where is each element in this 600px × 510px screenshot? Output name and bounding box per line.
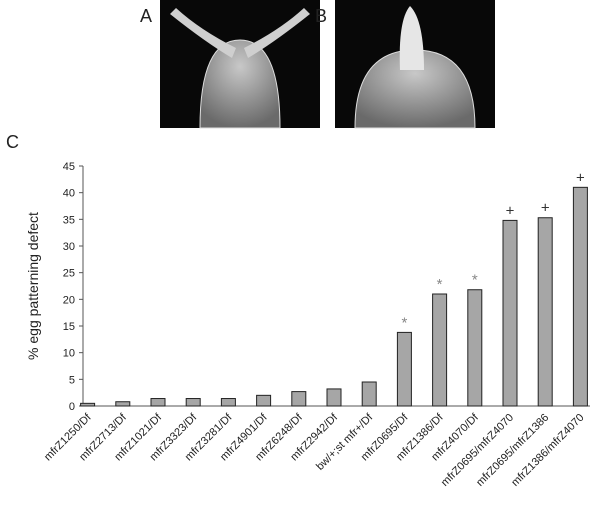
- bar: [185, 398, 201, 407]
- y-tick-label: 25: [63, 268, 75, 280]
- panel-label: B: [315, 6, 327, 26]
- y-tick-label: 0: [69, 401, 75, 413]
- bar: [256, 394, 272, 407]
- bar: [326, 388, 342, 407]
- bar: [361, 381, 377, 407]
- bar: [396, 331, 412, 407]
- bar-annotation: +: [576, 169, 585, 186]
- bar: [572, 186, 588, 407]
- bar: [220, 398, 236, 407]
- panel-b-image: [335, 0, 495, 129]
- bar: [150, 398, 166, 407]
- bar: [467, 289, 483, 407]
- y-tick-label: 35: [63, 214, 75, 226]
- y-tick-label: 10: [63, 348, 75, 360]
- y-tick-label: 5: [69, 374, 75, 386]
- y-tick-label: 15: [63, 321, 75, 333]
- bar: [80, 402, 96, 407]
- panel-a-image: [160, 0, 320, 129]
- y-tick-label: 40: [63, 188, 75, 200]
- bar-annotation: *: [437, 276, 443, 293]
- bar: [291, 391, 307, 407]
- bar-annotation: *: [401, 314, 407, 331]
- y-tick-label: 20: [63, 294, 75, 306]
- y-axis-label: % egg patterning defect: [25, 212, 41, 360]
- bar-annotation: +: [541, 200, 550, 217]
- bar: [537, 217, 553, 407]
- bar-annotation: +: [506, 202, 515, 219]
- bar: [115, 401, 131, 407]
- bar-annotation: *: [472, 272, 478, 289]
- panel-label: C: [6, 132, 19, 152]
- y-tick-label: 45: [63, 161, 75, 173]
- bar: [432, 293, 448, 407]
- y-tick-label: 30: [63, 241, 75, 253]
- bar: [502, 219, 518, 407]
- panel-label: A: [140, 6, 152, 26]
